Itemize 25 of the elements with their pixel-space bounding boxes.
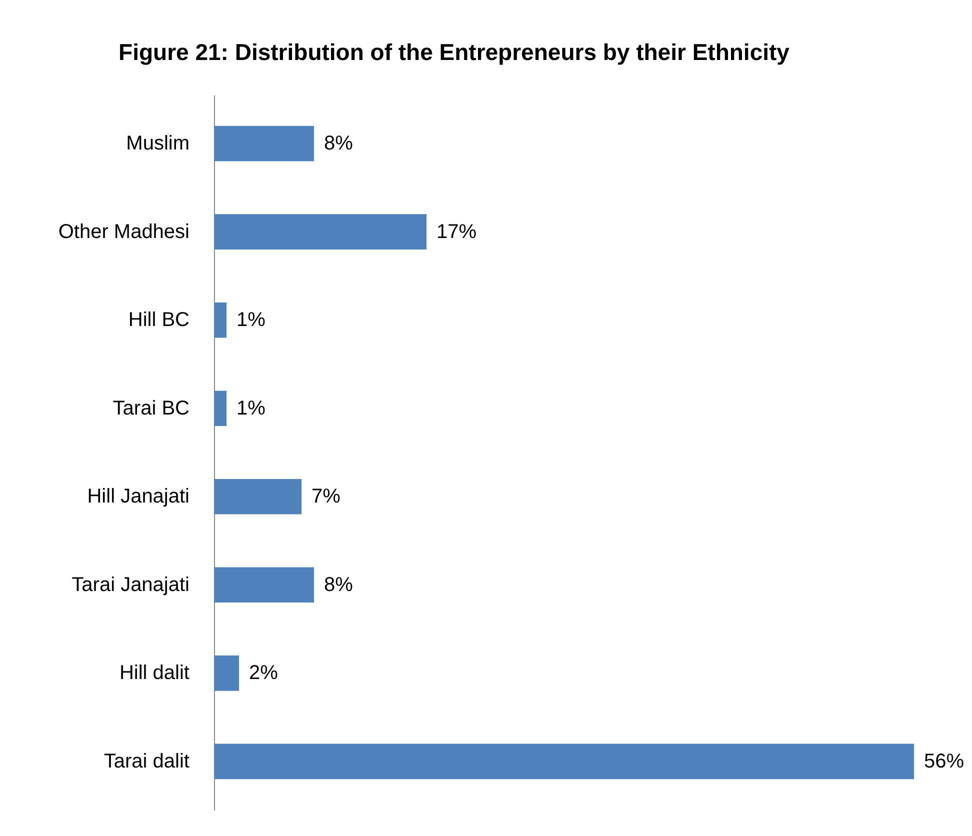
bar xyxy=(214,126,314,162)
data-label: 56% xyxy=(924,750,964,772)
data-label: 8% xyxy=(324,132,354,155)
data-label: 1% xyxy=(236,397,266,420)
y-tick-label: Tarai Janajati xyxy=(72,574,190,596)
y-tick-label: Tarai BC xyxy=(112,397,190,420)
bar xyxy=(214,214,426,250)
bar xyxy=(214,656,239,691)
bar xyxy=(214,567,314,603)
data-label: 1% xyxy=(236,309,266,332)
y-tick-label: Hill dalit xyxy=(119,662,190,684)
data-label: 7% xyxy=(312,486,341,508)
y-tick-label: Muslim xyxy=(126,132,190,155)
y-tick-label: Hill BC xyxy=(128,309,190,332)
bar xyxy=(214,478,302,514)
chart-title: Figure 21: Distribution of the Entrepreneurs by their Ethnicity xyxy=(118,39,790,65)
y-tick-label: Hill Janajati xyxy=(87,486,190,508)
data-label: 2% xyxy=(249,662,278,684)
bar xyxy=(214,390,226,426)
y-tick-label: Tarai dalit xyxy=(104,750,190,772)
data-label: 17% xyxy=(436,220,477,243)
bar xyxy=(214,302,226,338)
y-tick-label: Other Madhesi xyxy=(58,220,190,243)
data-label: 8% xyxy=(324,574,354,596)
bar xyxy=(214,744,914,780)
